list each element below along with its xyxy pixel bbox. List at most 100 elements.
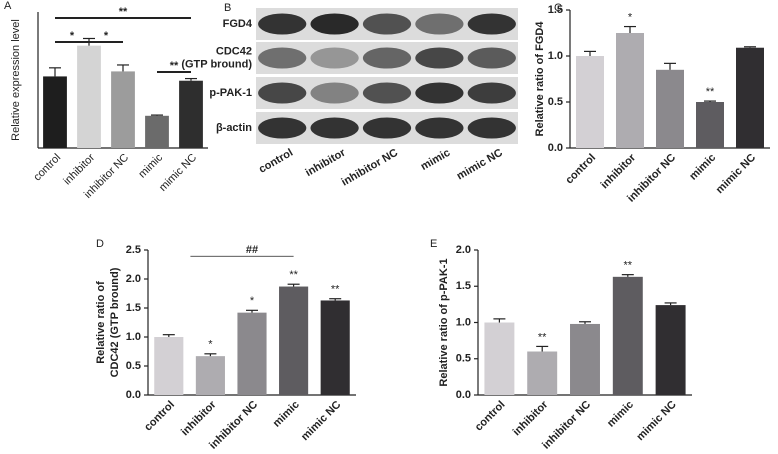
y-axis-label: Relative ratio of FGD4 (534, 21, 546, 137)
bar (77, 45, 101, 148)
blot-row-label: p-PAK-1 (209, 87, 252, 99)
x-tick-label: mimic NC (299, 399, 343, 443)
bracket-label: * (104, 30, 109, 42)
blot-band (415, 82, 464, 104)
bar (736, 47, 764, 148)
y-tick-label: 2.0 (456, 244, 471, 256)
blot-band (467, 117, 516, 139)
bar (576, 56, 604, 148)
blot-row-label: CDC42 (216, 45, 252, 57)
y-tick-label: 0.5 (548, 96, 563, 108)
y-tick-label: 0.0 (456, 389, 471, 401)
blot-row-label: β-actin (216, 122, 252, 134)
bar (570, 323, 600, 395)
blot-band (310, 47, 359, 69)
y-tick-label: 2.5 (126, 244, 141, 256)
y-tick-label: 0.5 (456, 353, 471, 365)
blot-lane-label: mimic NC (455, 147, 505, 183)
y-tick-label: 1.0 (548, 50, 563, 62)
bar (111, 71, 135, 148)
significance: * (628, 11, 633, 23)
bar (237, 312, 267, 395)
blot-band (467, 13, 516, 35)
bar (320, 300, 350, 395)
x-tick-label: inhibitor (511, 398, 551, 438)
panel-label: E (430, 238, 437, 250)
blot-band (362, 47, 412, 69)
bracket-label: ## (246, 244, 258, 256)
y-axis-label: Relative ratio of p-PAK-1 (438, 258, 450, 386)
bracket-label: * (70, 30, 75, 42)
bar (179, 80, 203, 148)
bar (145, 115, 169, 148)
significance: * (250, 295, 255, 307)
x-tick-label: inhibitor (599, 151, 639, 191)
blot-band (258, 47, 307, 69)
bar (527, 351, 558, 395)
blot-row-label: (GTP bround) (181, 58, 252, 70)
y-tick-label: 1.0 (456, 316, 471, 328)
significance: ** (538, 331, 547, 343)
blot-band (415, 47, 464, 69)
bar (279, 286, 309, 395)
x-tick-label: mimic (687, 152, 718, 183)
x-tick-label: control (563, 152, 598, 187)
y-axis-label: CDC42 (GTP bround) (109, 267, 121, 377)
blot-lane-label: mimic (419, 147, 453, 173)
panel-label: D (96, 238, 104, 250)
y-tick-label: 0.5 (126, 360, 141, 372)
x-tick-label: control (473, 399, 508, 434)
x-tick-label: control (142, 399, 177, 434)
bar (656, 69, 684, 148)
panel-label: C (554, 2, 562, 14)
y-tick-label: 1.5 (456, 280, 471, 292)
y-tick-label: 1.0 (126, 331, 141, 343)
x-tick-label: mimic NC (157, 152, 199, 194)
blot-lane-label: control (257, 147, 295, 176)
x-tick-label: mimic (605, 399, 636, 430)
panel-label: B (224, 2, 231, 14)
blot-band (310, 13, 359, 35)
y-tick-label: 1.5 (126, 302, 141, 314)
bracket-label: ** (119, 6, 128, 18)
bar (612, 276, 643, 395)
blot-band (258, 13, 307, 35)
blot-lane-label: inhibitor NC (339, 147, 400, 189)
blot-band (310, 117, 359, 139)
blot-band (310, 82, 359, 104)
bracket-label: ** (170, 60, 179, 72)
y-tick-label: 1.5 (548, 4, 563, 16)
bar (195, 356, 225, 395)
x-tick-label: mimic NC (714, 152, 758, 196)
significance: ** (289, 269, 298, 281)
x-tick-label: mimic NC (634, 399, 678, 443)
blot-lane-label: inhibitor (303, 146, 348, 179)
panel-label: A (4, 0, 12, 12)
x-tick-label: control (31, 152, 63, 184)
blot-band (362, 13, 412, 35)
x-tick-label: mimic (136, 151, 165, 180)
blot-band (467, 47, 516, 69)
y-tick-label: 0.0 (548, 142, 563, 154)
blot-band (258, 117, 307, 139)
blot-band (415, 13, 464, 35)
x-tick-label: inhibitor (179, 398, 219, 438)
blot-row-label: FGD4 (223, 18, 253, 30)
blot-band (362, 117, 412, 139)
bar (655, 305, 686, 395)
blot-band (415, 117, 464, 139)
significance: ** (706, 86, 715, 98)
bar (43, 76, 67, 148)
significance: ** (624, 260, 633, 272)
significance: * (208, 339, 213, 351)
y-axis-label: Relative ratio of (95, 281, 107, 364)
blot-band (467, 82, 516, 104)
blot-band (362, 82, 412, 104)
bar (484, 322, 515, 395)
y-tick-label: 2.0 (126, 273, 141, 285)
x-tick-label: mimic (271, 399, 302, 430)
blot-band (258, 82, 307, 104)
bar (696, 102, 724, 148)
bar (616, 33, 644, 148)
